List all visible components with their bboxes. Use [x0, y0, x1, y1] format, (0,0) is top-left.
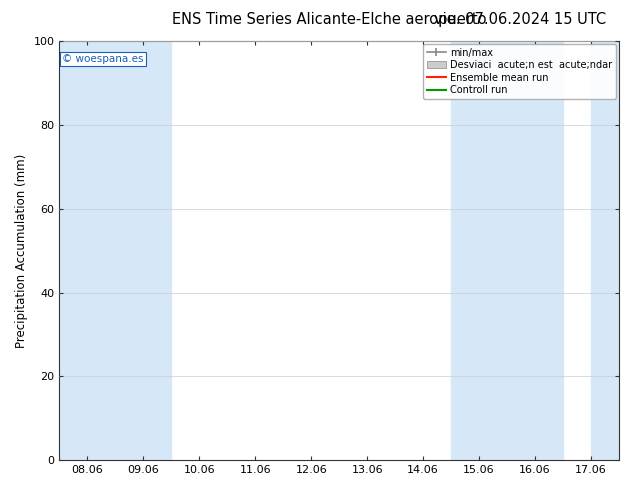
Text: vie. 07.06.2024 15 UTC: vie. 07.06.2024 15 UTC	[434, 12, 606, 27]
Bar	[591, 41, 624, 460]
Text: © woespana.es: © woespana.es	[62, 53, 144, 64]
Bar	[115, 41, 171, 460]
Text: ENS Time Series Alicante-Elche aeropuerto: ENS Time Series Alicante-Elche aeropuert…	[172, 12, 487, 27]
Bar	[507, 41, 563, 460]
Bar	[451, 41, 507, 460]
Bar	[60, 41, 115, 460]
Legend: min/max, Desviaci  acute;n est  acute;ndar, Ensemble mean run, Controll run: min/max, Desviaci acute;n est acute;ndar…	[423, 44, 616, 99]
Y-axis label: Precipitation Accumulation (mm): Precipitation Accumulation (mm)	[15, 153, 28, 348]
